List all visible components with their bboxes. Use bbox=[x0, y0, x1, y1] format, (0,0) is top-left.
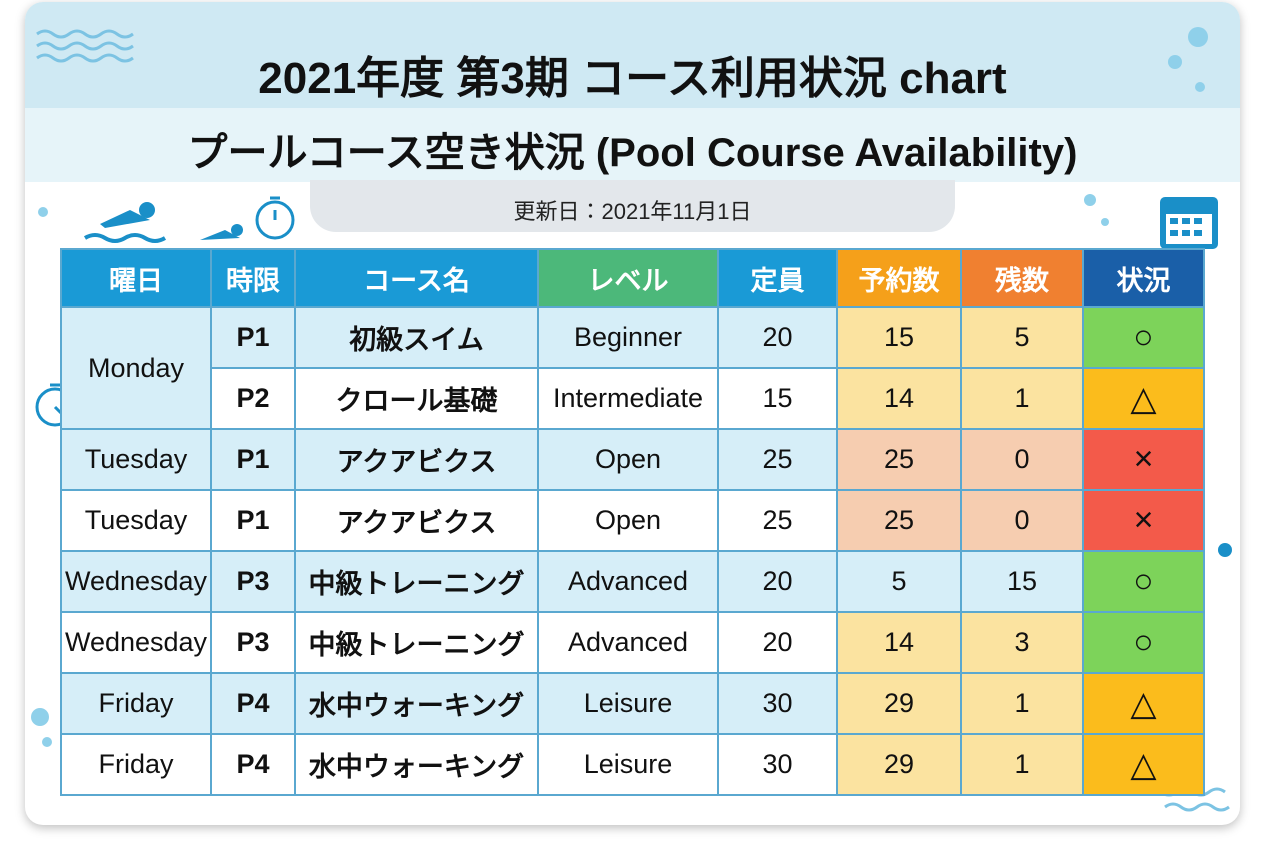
table-row: Friday P4 水中ウォーキング Leisure 30 29 1 △ bbox=[60, 733, 1205, 796]
decorations bbox=[31, 27, 1232, 812]
level-cell: Advanced bbox=[537, 550, 719, 613]
course-cell: 初級スイム bbox=[294, 306, 539, 369]
booked-cell: 25 bbox=[836, 428, 962, 491]
subtitle: プールコース空き状況 (Pool Course Availability) bbox=[187, 131, 1078, 175]
availability-table: 曜日 時限 コース名 レベル 定員 予約数 残数 状況 Monday P1 初級スイム Beginn… bbox=[60, 248, 1205, 796]
bubbles bbox=[31, 27, 1208, 747]
table-row: Tuesday P1 アクアビクス Open 25 25 0 × bbox=[60, 489, 1205, 552]
title-band bbox=[25, 2, 1240, 108]
calendar-icon bbox=[1160, 197, 1218, 249]
remaining-cell: 5 bbox=[960, 306, 1084, 369]
table-row: Wednesday P3 中級トレーニング Advanced 20 14 3 ○ bbox=[60, 611, 1205, 674]
header-row: 曜日 時限 コース名 レベル 定員 予約数 残数 状況 bbox=[60, 248, 1205, 308]
capacity-cell: 15 bbox=[717, 367, 838, 430]
status-cell: △ bbox=[1082, 367, 1205, 430]
booked-cell: 14 bbox=[836, 611, 962, 674]
table-row: Friday P4 水中ウォーキング Leisure 30 29 1 △ bbox=[60, 672, 1205, 735]
course-cell: 水中ウォーキング bbox=[294, 672, 539, 735]
card: 2021年度 第3期 コース利用状況 chart プールコース空き状況 (Poo… bbox=[25, 2, 1240, 825]
period-cell: P1 bbox=[210, 489, 296, 552]
period-cell: P2 bbox=[210, 367, 296, 430]
capacity-cell: 20 bbox=[717, 306, 838, 369]
level-cell: Advanced bbox=[537, 611, 719, 674]
capacity-cell: 20 bbox=[717, 550, 838, 613]
period-cell: P3 bbox=[210, 611, 296, 674]
status-cell: × bbox=[1082, 428, 1205, 491]
level-cell: Leisure bbox=[537, 672, 719, 735]
booked-cell: 5 bbox=[836, 550, 962, 613]
remaining-cell: 3 bbox=[960, 611, 1084, 674]
course-cell: アクアビクス bbox=[294, 489, 539, 552]
table-row: Wednesday P3 中級トレーニング Advanced 20 5 15 ○ bbox=[60, 550, 1205, 613]
table-row: Tuesday P1 アクアビクス Open 25 25 0 × bbox=[60, 428, 1205, 491]
period-cell: P4 bbox=[210, 672, 296, 735]
header-cell: 状況 bbox=[1082, 248, 1205, 308]
capacity-cell: 20 bbox=[717, 611, 838, 674]
status-cell: △ bbox=[1082, 672, 1205, 735]
header-cell: 時限 bbox=[210, 248, 296, 308]
header-cell: 残数 bbox=[960, 248, 1084, 308]
booked-cell: 25 bbox=[836, 489, 962, 552]
header-cell: 予約数 bbox=[836, 248, 962, 308]
status-cell: △ bbox=[1082, 733, 1205, 796]
header-cell: コース名 bbox=[294, 248, 539, 308]
course-cell: クロール基礎 bbox=[294, 367, 539, 430]
period-cell: P4 bbox=[210, 733, 296, 796]
remaining-cell: 1 bbox=[960, 672, 1084, 735]
remaining-cell: 0 bbox=[960, 428, 1084, 491]
day-cell: Friday bbox=[60, 733, 212, 796]
header-cell: 定員 bbox=[717, 248, 838, 308]
day-cell: Wednesday bbox=[60, 550, 212, 613]
period-cell: P3 bbox=[210, 550, 296, 613]
booked-cell: 14 bbox=[836, 367, 962, 430]
update-pill: 更新日：2021年11月1日 bbox=[310, 180, 955, 232]
day-cell: Wednesday bbox=[60, 611, 212, 674]
booked-cell: 29 bbox=[836, 672, 962, 735]
day-cell: Friday bbox=[60, 672, 212, 735]
swimmer-icons bbox=[83, 202, 1232, 557]
capacity-cell: 30 bbox=[717, 733, 838, 796]
booked-cell: 15 bbox=[836, 306, 962, 369]
period-cell: P1 bbox=[210, 306, 296, 369]
status-cell: ○ bbox=[1082, 611, 1205, 674]
day-cell: Monday bbox=[60, 306, 212, 430]
stopwatch-icons bbox=[35, 196, 295, 427]
capacity-cell: 25 bbox=[717, 428, 838, 491]
booked-cell: 29 bbox=[836, 733, 962, 796]
header-cell: 曜日 bbox=[60, 248, 212, 308]
status-cell: × bbox=[1082, 489, 1205, 552]
level-cell: Open bbox=[537, 489, 719, 552]
remaining-cell: 1 bbox=[960, 733, 1084, 796]
level-cell: Beginner bbox=[537, 306, 719, 369]
capacity-cell: 30 bbox=[717, 672, 838, 735]
table-row: Monday P1 初級スイム Beginner 20 15 5 ○ bbox=[60, 306, 1205, 430]
course-cell: 水中ウォーキング bbox=[294, 733, 539, 796]
capacity-cell: 25 bbox=[717, 489, 838, 552]
remaining-cell: 0 bbox=[960, 489, 1084, 552]
period-cell: P1 bbox=[210, 428, 296, 491]
table-row: P2 クロール基礎 Intermediate 15 14 1 △ bbox=[61, 367, 1205, 430]
course-cell: 中級トレーニング bbox=[294, 611, 539, 674]
level-cell: Intermediate bbox=[537, 367, 719, 430]
remaining-cell: 1 bbox=[960, 367, 1084, 430]
header-cell: レベル bbox=[537, 248, 719, 308]
day-cell: Tuesday bbox=[60, 428, 212, 491]
day-cell: Tuesday bbox=[60, 489, 212, 552]
title: 2021年度 第3期 コース利用状況 chart bbox=[258, 54, 1007, 103]
status-cell: ○ bbox=[1082, 550, 1205, 613]
remaining-cell: 15 bbox=[960, 550, 1084, 613]
status-cell: ○ bbox=[1082, 306, 1205, 369]
course-cell: 中級トレーニング bbox=[294, 550, 539, 613]
level-cell: Open bbox=[537, 428, 719, 491]
subtitle-band bbox=[25, 108, 1240, 182]
level-cell: Leisure bbox=[537, 733, 719, 796]
course-cell: アクアビクス bbox=[294, 428, 539, 491]
updated-date: 更新日：2021年11月1日 bbox=[513, 199, 752, 224]
